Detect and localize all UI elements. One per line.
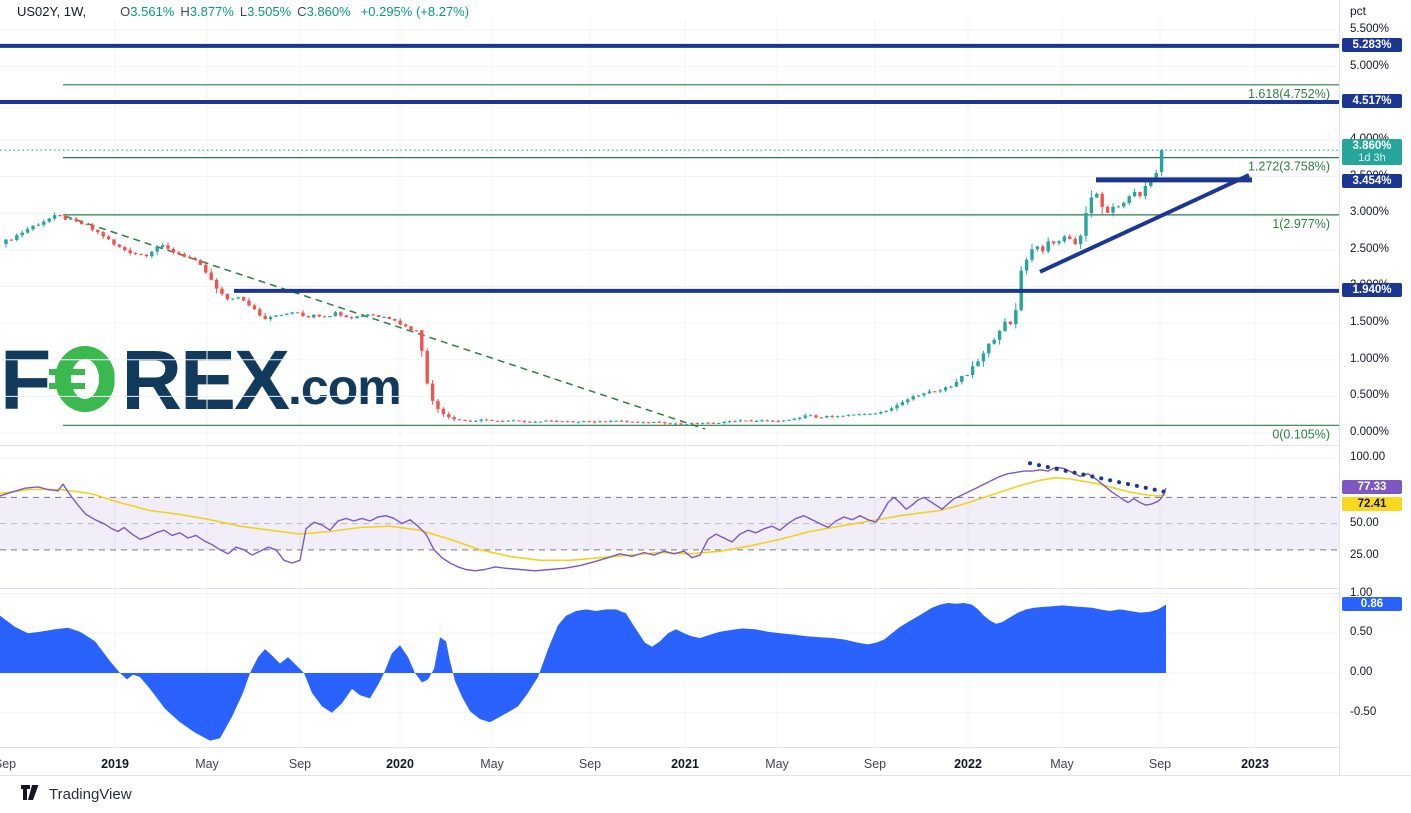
axis-tick-label: 1.00 (1350, 586, 1373, 599)
time-label-sep[interactable]: Sep (864, 757, 886, 771)
price-axis[interactable]: pct 5.500%5.000%4.500%4.000%3.500%3.000%… (1339, 0, 1411, 775)
open-value: 3.561% (130, 4, 175, 19)
correlation-pane (0, 603, 1166, 741)
time-label-sep[interactable]: Sep (289, 757, 311, 771)
rsi-divergence-dotted-line[interactable] (1028, 461, 1168, 495)
watermark-text-com: .com (288, 359, 402, 415)
axis-badge-3.454[interactable]: 3.454% (1342, 173, 1402, 188)
time-label-sep[interactable]: Sep (0, 757, 16, 771)
footer-bar: TradingView (0, 776, 1411, 813)
symbol-legend[interactable]: US02Y, 1W, O3.561% H3.877% L3.505% C3.86… (17, 4, 469, 19)
time-label-2019[interactable]: 2019 (101, 757, 129, 771)
pane-divider-2[interactable] (0, 588, 1411, 589)
open-label: O (120, 4, 131, 19)
forex-com-watermark: F REX .com (0, 333, 402, 427)
ascending-trendline[interactable] (1039, 173, 1250, 274)
axis-badge-72.41[interactable]: 72.41 (1342, 497, 1402, 512)
fib-level-label: 1(2.977%) (1272, 217, 1330, 231)
axis-badge-4.517[interactable]: 4.517% (1342, 94, 1402, 109)
watermark-text-rex: REX (121, 333, 290, 427)
axis-tick-label: 5.000% (1350, 59, 1390, 72)
fib-level-label: 0(0.105%) (1272, 427, 1330, 441)
axis-tick-label: 0.50 (1350, 626, 1373, 639)
time-label-may[interactable]: May (480, 757, 504, 771)
axis-badge-1.940[interactable]: 1.940% (1342, 282, 1402, 297)
rsi-pane (0, 461, 1339, 572)
axis-tick-label: 25.00 (1350, 549, 1379, 562)
pane-divider-1[interactable] (0, 445, 1411, 446)
axis-badge-3.860[interactable]: 3.860% 1d 3h (1342, 139, 1402, 166)
time-label-2021[interactable]: 2021 (671, 757, 699, 771)
correlation-area (0, 603, 1166, 741)
axis-tick-label: 2.500% (1350, 242, 1390, 255)
tradingview-brand-text[interactable]: TradingView (49, 786, 132, 803)
time-label-sep[interactable]: Sep (579, 757, 601, 771)
high-label: H (180, 4, 190, 19)
time-label-2020[interactable]: 2020 (386, 757, 414, 771)
time-label-may[interactable]: May (195, 757, 219, 771)
low-label: L (239, 4, 248, 19)
time-label-2023[interactable]: 2023 (1241, 757, 1269, 771)
time-label-2022[interactable]: 2022 (954, 757, 982, 771)
axis-tick-label: 1.500% (1350, 316, 1390, 329)
axis-badge-5.283[interactable]: 5.283% (1342, 37, 1402, 52)
rsi-line (0, 466, 1167, 572)
axis-tick-label: 3.000% (1350, 206, 1390, 219)
tradingview-logo-icon[interactable] (21, 784, 42, 805)
horizontal-levels[interactable] (0, 43, 1339, 293)
downtrend-dashed-line[interactable] (64, 215, 706, 430)
time-axis-divider (0, 747, 1411, 748)
rsi-ma-line (0, 476, 1167, 562)
axis-tick-label: 50.00 (1350, 516, 1379, 529)
candlestick-series (4, 148, 1164, 426)
change-value: +0.295% (+8.27%) (360, 4, 470, 19)
axis-tick-label: -0.50 (1350, 705, 1377, 718)
axis-badge-0.86[interactable]: 0.86 (1342, 596, 1402, 611)
close-value: 3.860% (306, 4, 351, 19)
axis-tick-label: 5.500% (1350, 23, 1390, 35)
time-label-may[interactable]: May (1050, 757, 1074, 771)
watermark-text-f: F (0, 333, 51, 427)
time-axis-labels[interactable]: Sep 2019 May Sep 2020 May Sep 2021 May Sep 2022 May… (0, 757, 1269, 771)
forex-o-logo-icon (47, 339, 123, 422)
fib-level-label: 1.618(4.752%) (1248, 87, 1330, 101)
fib-level-label: 1.272(3.758%) (1248, 160, 1330, 174)
axis-badge-77.33[interactable]: 77.33 (1342, 479, 1402, 494)
axis-tick-label: 0.000% (1350, 426, 1390, 438)
chart-canvas[interactable]: 1.618(4.752%) 1.272(3.758%) 1(2.977%) 0(0.1… (0, 0, 1339, 775)
axis-tick-label: 0.00 (1350, 666, 1373, 678)
time-label-may[interactable]: May (765, 757, 789, 771)
fib-retracement[interactable]: 1.618(4.752%) 1.272(3.758%) 1(2.977%) 0(0.1… (63, 84, 1339, 441)
low-value: 3.505% (247, 4, 292, 19)
symbol-title[interactable]: US02Y, 1W, (17, 4, 87, 19)
axis-tick-label: 1.000% (1350, 352, 1390, 365)
axis-unit-label: pct (1350, 4, 1367, 18)
time-label-sep[interactable]: Sep (1149, 757, 1171, 771)
close-label: C (297, 4, 307, 19)
axis-tick-label: 0.500% (1350, 389, 1390, 402)
footer-divider (0, 775, 1411, 776)
high-value: 3.877% (189, 4, 234, 19)
axis-tick-label: 100.00 (1350, 451, 1386, 463)
